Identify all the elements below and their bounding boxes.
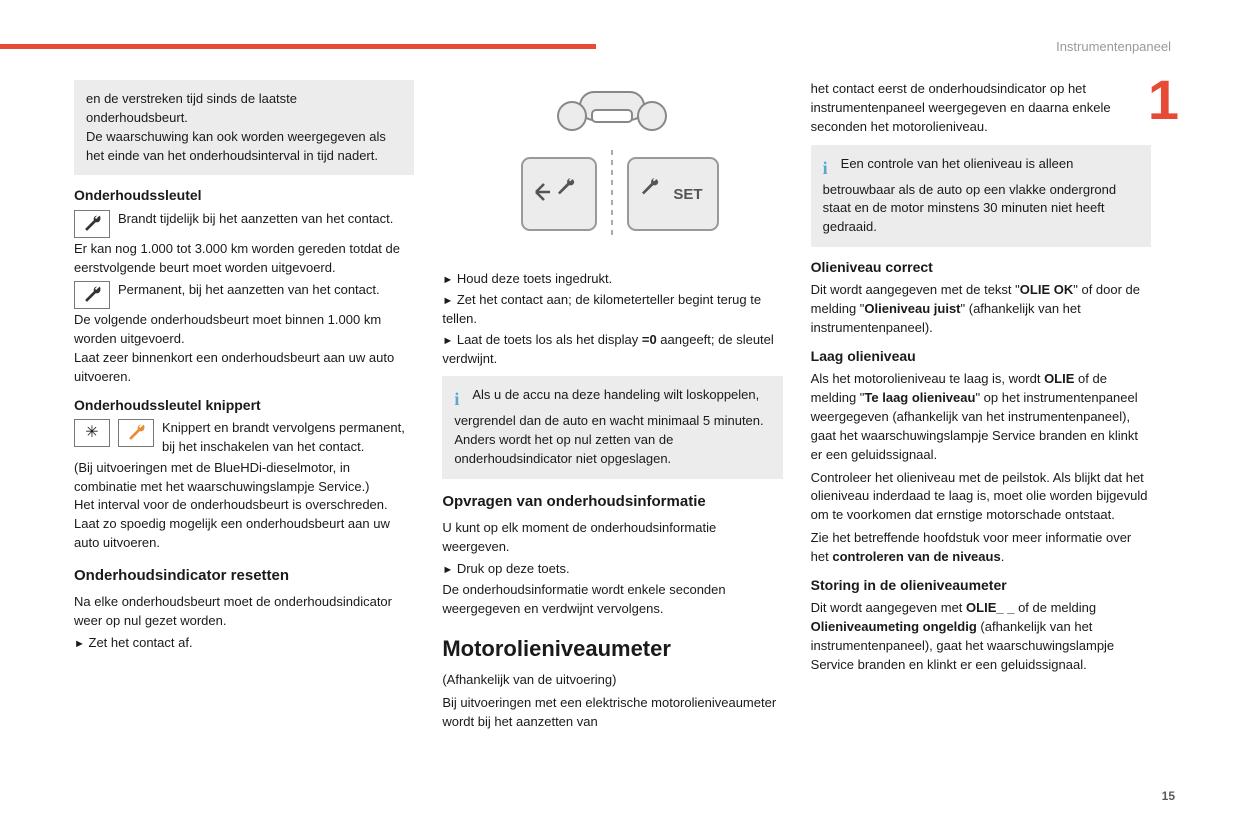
- t: Als het motorolieniveau te laag is, word…: [811, 371, 1044, 386]
- heading-storing: Storing in de olieniveaumeter: [811, 575, 1151, 595]
- wrench-orange-icon: [118, 419, 154, 447]
- t: Laat de toets los als het display: [457, 332, 642, 347]
- step-release: ► Laat de toets los als het display =0 a…: [442, 331, 782, 369]
- laag-para2: Controleer het olieniveau met de peilsto…: [811, 469, 1151, 526]
- wrench-spark-icon: ✳: [74, 419, 110, 447]
- column-1: en de verstreken tijd sinds de laatste o…: [74, 80, 414, 735]
- wrench-after-2: De volgende onderhoudsbeurt moet binnen …: [74, 311, 414, 386]
- heading-reset: Onderhoudsindicator resetten: [74, 565, 414, 587]
- knippert-row: ✳ Knippert en brandt vervolgens permanen…: [74, 419, 414, 457]
- reset-step-1-text: Zet het contact af.: [89, 635, 193, 650]
- laag-para3: Zie het betreffende hoofdstuk voor meer …: [811, 529, 1151, 567]
- chapter-number: 1: [1148, 72, 1179, 128]
- info-oil-text: Een controle van het olieniveau is allee…: [823, 156, 1116, 235]
- opvragen-intro: U kunt op elk moment de onderhoudsinform…: [442, 519, 782, 557]
- info-icon: [454, 386, 472, 412]
- column-2: SET ► Houd deze toets ingedrukt. ► Zet h…: [442, 80, 782, 735]
- heading-correct: Olieniveau correct: [811, 257, 1151, 277]
- wrench-after-1: Er kan nog 1.000 tot 3.000 km worden ger…: [74, 240, 414, 278]
- motor-sub: (Afhankelijk van de uitvoering): [442, 671, 782, 690]
- t: Olieniveaumeting ongeldig: [811, 619, 977, 634]
- t: .: [1001, 549, 1005, 564]
- storing-para: Dit wordt aangegeven met OLIE_ _ of de m…: [811, 599, 1151, 674]
- t: Te laag olieniveau: [864, 390, 975, 405]
- intro-box: en de verstreken tijd sinds de laatste o…: [74, 80, 414, 175]
- t: =0: [642, 332, 657, 347]
- heading-laag: Laag olieniveau: [811, 346, 1151, 366]
- col3-top: het contact eerst de onderhoudsindicator…: [811, 80, 1151, 137]
- opvragen-after: De onderhoudsinformatie wordt enkele sec…: [442, 581, 782, 619]
- step-hold: ► Houd deze toets ingedrukt.: [442, 270, 782, 289]
- info-battery: Als u de accu na deze handeling wilt los…: [442, 376, 782, 479]
- accent-bar: [0, 44, 596, 49]
- section-header: Instrumentenpaneel: [1056, 38, 1171, 57]
- step-hold-text: Houd deze toets ingedrukt.: [457, 271, 612, 286]
- heading-knippert: Onderhoudssleutel knippert: [74, 395, 414, 415]
- info-icon: [823, 155, 841, 181]
- knippert-after: (Bij uitvoeringen met de BlueHDi-dieselm…: [74, 459, 414, 553]
- reset-intro: Na elke onderhoudsbeurt moet de onderhou…: [74, 593, 414, 631]
- t: OLIE: [1044, 371, 1074, 386]
- correct-para: Dit wordt aangegeven met de tekst "OLIE …: [811, 281, 1151, 338]
- wrench-row-1: Brandt tijdelijk bij het aanzetten van h…: [74, 210, 414, 238]
- motor-para: Bij uitvoeringen met een elektrische mot…: [442, 694, 782, 732]
- wrench-icon: [74, 281, 110, 309]
- content-columns: en de verstreken tijd sinds de laatste o…: [74, 80, 1151, 735]
- info-battery-text: Als u de accu na deze handeling wilt los…: [454, 387, 763, 466]
- t: OLIE_ _: [966, 600, 1014, 615]
- page-number: 15: [1162, 788, 1175, 805]
- t: Olieniveau juist: [864, 301, 960, 316]
- wrench-text-1: Brandt tijdelijk bij het aanzetten van h…: [118, 210, 393, 229]
- heading-onderhoudssleutel: Onderhoudssleutel: [74, 185, 414, 205]
- heading-motorolie: Motorolieniveaumeter: [442, 633, 782, 665]
- t: Dit wordt aangegeven met de tekst ": [811, 282, 1020, 297]
- reset-step-1: ► Zet het contact af.: [74, 634, 414, 653]
- laag-para1: Als het motorolieniveau te laag is, word…: [811, 370, 1151, 464]
- wrench-text-2: Permanent, bij het aanzetten van het con…: [118, 281, 380, 300]
- wrench-row-2: Permanent, bij het aanzetten van het con…: [74, 281, 414, 309]
- column-3: het contact eerst de onderhoudsindicator…: [811, 80, 1151, 735]
- svg-text:SET: SET: [674, 186, 703, 203]
- heading-opvragen: Opvragen van onderhoudsinformatie: [442, 491, 782, 513]
- t: OLIE OK: [1020, 282, 1073, 297]
- t: controleren van de niveaus: [832, 549, 1000, 564]
- wrench-icon: [74, 210, 110, 238]
- t: Dit wordt aangegeven met: [811, 600, 966, 615]
- opvragen-step-text: Druk op deze toets.: [457, 561, 570, 576]
- opvragen-step: ► Druk op deze toets.: [442, 560, 782, 579]
- info-oil-check: Een controle van het olieniveau is allee…: [811, 145, 1151, 248]
- step-contact-text: Zet het contact aan; de kilometerteller …: [442, 292, 761, 326]
- knippert-text: Knippert en brandt vervolgens permanent,…: [162, 419, 414, 457]
- step-contact: ► Zet het contact aan; de kilometertelle…: [442, 291, 782, 329]
- t: of de melding: [1014, 600, 1096, 615]
- reset-diagram: SET: [442, 80, 782, 256]
